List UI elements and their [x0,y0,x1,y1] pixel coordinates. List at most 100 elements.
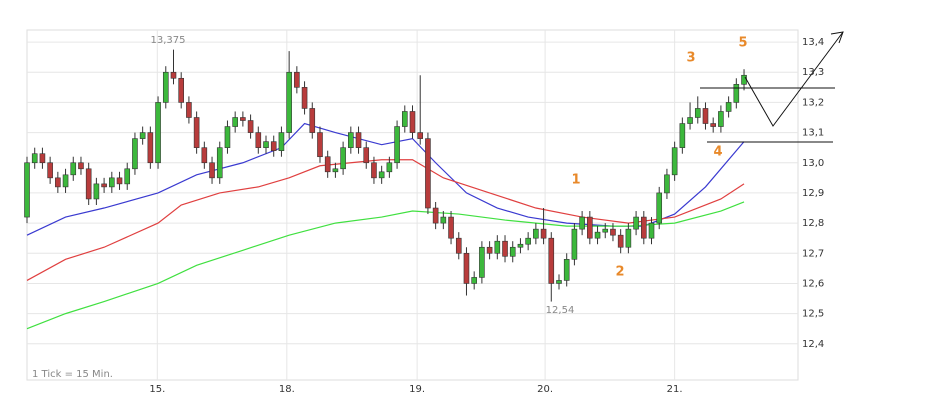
candle-body [471,277,477,284]
candle-body [718,111,724,127]
annotation: 12,54 [546,305,575,316]
candle-body [31,153,38,164]
candle-body [633,216,639,230]
y-tick-label: 12,7 [802,248,824,259]
candle-body [224,126,231,148]
candle-body [509,246,516,257]
candle-body [294,71,300,88]
candle-body [479,246,485,278]
candle-body [240,117,246,121]
y-tick-label: 13,2 [802,97,824,108]
candle-body [162,71,169,103]
candle-body [587,216,593,239]
candle-body [109,177,115,188]
candle-body [656,192,663,224]
candle-body [186,102,192,118]
candle-body [255,132,262,148]
candle-body [286,71,292,133]
y-tick-label: 12,6 [802,278,824,289]
candle-body [386,162,393,173]
candle-body [617,234,624,248]
x-tick-label: 21. [667,384,683,395]
annotation: 13,375 [151,35,186,46]
x-tick-label: 18. [279,384,295,395]
annotation: 4 [713,145,722,160]
candle-body [602,228,609,233]
candle-body [78,162,84,170]
grid [27,30,798,380]
candle-body [533,228,539,239]
candle-body [332,168,339,173]
candle-body [625,228,632,248]
candle-body [640,216,647,239]
candle-body [448,216,454,239]
candle-body [455,237,462,254]
candle-body [671,147,678,176]
hand-drawn [700,31,844,143]
candle-body [432,207,439,224]
candle-body [85,168,92,200]
y-tick-label: 13,4 [802,37,824,48]
candle-body [679,123,686,148]
candle-body [39,153,46,164]
candle-body [101,183,107,188]
candle-body [494,240,501,254]
candle-body [232,117,238,127]
x-tick-label: 20. [537,384,553,395]
candle-body [70,162,77,176]
labels: 12,4 12,5 12,6 12,7 12,8 12,9 13,0 13,1 13,2 13,3… [32,35,824,395]
candle-body [340,147,346,170]
candle-body [525,237,531,245]
candle-body [594,231,601,239]
candle-body [463,252,470,284]
annotation: 1 Tick = 15 Min. [32,369,113,380]
candle-body [193,117,200,148]
candle-body [371,162,377,179]
y-tick-label: 13,3 [802,67,824,78]
annotation: 1 [571,173,580,188]
candle-body [741,74,747,85]
y-tick-label: 13,0 [802,158,824,169]
candle-body [394,126,400,164]
candle-body [62,174,69,188]
arrow-head [830,31,844,44]
annotation: 5 [738,36,747,51]
candle-body [571,228,578,260]
candle-body [556,280,562,284]
candle-body [540,228,547,239]
candle-body [216,147,223,179]
candle-body [170,71,177,79]
candle-body [155,102,161,164]
candle-body [725,102,732,112]
candle-body [378,171,385,179]
y-tick-label: 13,1 [802,128,824,139]
candle-body [324,156,331,173]
candle-body [247,120,254,133]
candle-body [610,228,616,236]
y-tick-label: 12,5 [802,309,824,320]
candle-body [116,177,123,185]
candle-body [209,162,215,179]
candle-body [409,111,416,133]
candle-body [687,117,693,124]
candle-body [502,240,508,257]
candle-body [517,243,524,248]
candle-body [363,147,370,164]
y-tick-label: 12,8 [802,218,824,229]
candle-body [132,138,138,170]
y-tick-label: 12,9 [802,188,824,199]
candle-body [93,183,100,200]
candle-body [355,132,362,148]
candle-body [301,87,308,109]
candle-body [278,132,285,151]
candle-body [733,84,740,103]
candle-body [317,132,323,158]
candle-body [548,237,555,284]
candle-body [694,108,701,118]
candle-body [348,132,354,148]
candle-body [55,177,61,188]
y-tick-label: 12,4 [802,339,824,350]
candle-body [401,111,408,127]
candle-body [309,108,316,133]
candle-body [178,77,184,103]
